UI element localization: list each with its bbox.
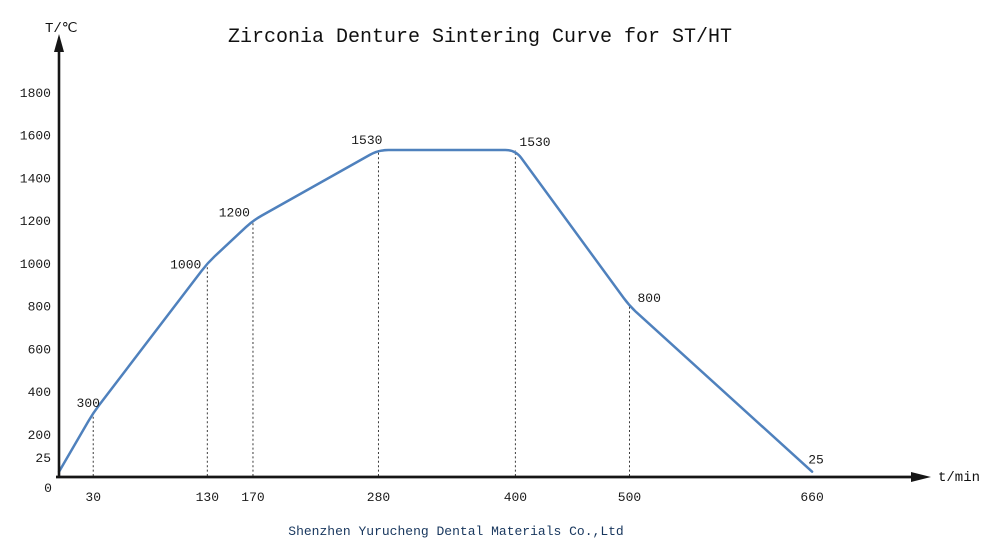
x-tick-label-170: 170: [241, 490, 264, 505]
y-tick-label-1400: 1400: [20, 171, 51, 186]
company-name: Shenzhen Yurucheng Dental Materials Co.,…: [288, 524, 624, 539]
x-tick-label-660: 660: [800, 490, 823, 505]
y-tick-label-1800: 1800: [20, 86, 51, 101]
x-axis-title: t/min: [938, 470, 981, 486]
point-label-170-1200: 1200: [219, 206, 250, 221]
point-label-400-1530: 1530: [519, 135, 550, 150]
x-tick-label-30: 30: [85, 490, 101, 505]
y-tick-label-600: 600: [28, 342, 51, 357]
y-tick-label-1000: 1000: [20, 257, 51, 272]
x-tick-label-130: 130: [196, 490, 219, 505]
y-tick-label-200: 200: [28, 428, 51, 443]
y-tick-label-800: 800: [28, 300, 51, 315]
point-label-280-1530: 1530: [351, 133, 382, 148]
temperature-curve: [57, 148, 814, 473]
point-label-30-300: 300: [77, 396, 100, 411]
y-tick-label-1600: 1600: [20, 129, 51, 144]
y-axis-arrow-icon: [54, 34, 64, 52]
x-tick-label-500: 500: [618, 490, 641, 505]
x-axis-arrow-icon: [911, 472, 931, 482]
point-label-130-1000: 1000: [170, 257, 201, 272]
point-label-660-25: 25: [808, 453, 824, 468]
y-tick-label-400: 400: [28, 385, 51, 400]
point-label-500-800: 800: [638, 291, 661, 306]
origin-tick-label: 0: [44, 481, 52, 496]
y-tick-label-1200: 1200: [20, 214, 51, 229]
chart-title: Zirconia Denture Sintering Curve for ST/…: [227, 26, 733, 49]
x-tick-label-280: 280: [367, 490, 390, 505]
x-tick-label-400: 400: [504, 490, 527, 505]
y-axis-title: T/℃: [45, 21, 78, 37]
y-tick-label-25: 25: [35, 451, 51, 466]
